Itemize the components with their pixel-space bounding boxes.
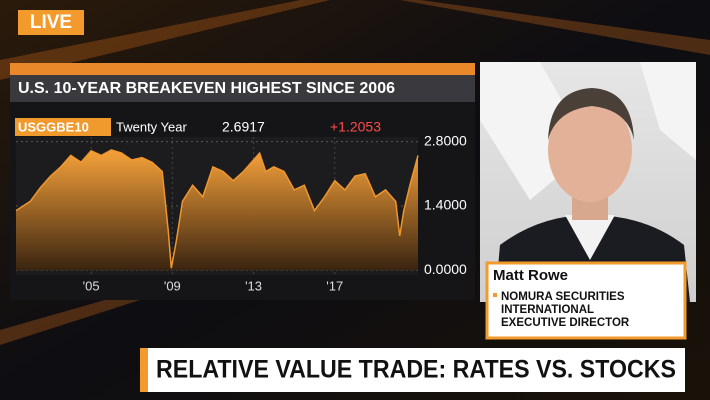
area [16, 149, 418, 271]
headline-bar [148, 348, 685, 392]
headline: RELATIVE VALUE TRADE: RATES VS. STOCKS [156, 356, 676, 384]
y-tick-label: 0.0000 [424, 261, 467, 277]
x-tick-label: '13 [245, 278, 262, 293]
ticker: USGGBE10 [18, 119, 89, 134]
plot: 0.0000 1.4000 2.8000 '05 '09 '13 '17 [15, 132, 467, 293]
live-badge [18, 10, 84, 35]
y-tick-label: 1.4000 [424, 197, 467, 213]
guest-name: Matt Rowe [493, 267, 568, 284]
headline-accent [140, 348, 148, 392]
bullet [493, 293, 497, 297]
x-tick-label: '17 [326, 278, 343, 293]
guest-title: NOMURA SECURITIES [501, 291, 625, 303]
guest-shirt [565, 215, 615, 260]
ticker-box [15, 118, 111, 136]
tenor: Twenty Year [116, 119, 187, 134]
last-value: 2.6917 [222, 119, 265, 135]
x-tick-label: '09 [164, 278, 181, 293]
guest-title: INTERNATIONAL [501, 304, 594, 316]
light-streaks [0, 0, 710, 345]
chart-title-bar [10, 75, 475, 102]
change: +1.2053 [330, 119, 381, 135]
live-text: LIVE [30, 12, 72, 33]
name-box [485, 261, 687, 340]
chart-title: U.S. 10-YEAR BREAKEVEN HIGHEST SINCE 200… [18, 80, 395, 97]
guest-face [548, 98, 632, 202]
guest-title: EXECUTIVE DIRECTOR [501, 317, 630, 329]
x-tick-label: '05 [83, 278, 100, 293]
area-line [15, 149, 419, 269]
y-tick-label: 2.8000 [424, 132, 467, 148]
chart-accent [10, 63, 475, 75]
guest-hair [548, 88, 634, 140]
video-backdrop [480, 62, 696, 200]
